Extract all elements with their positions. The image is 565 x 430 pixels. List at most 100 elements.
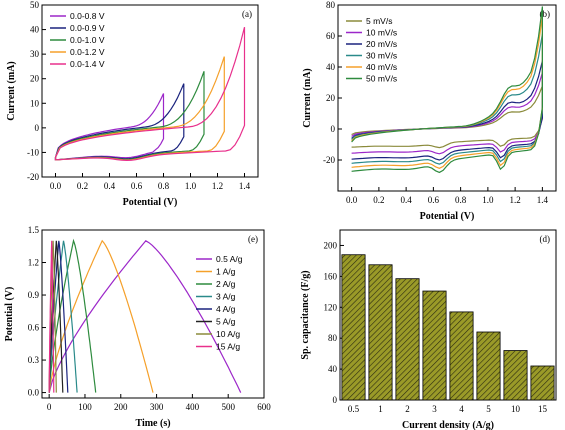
- x-tick-label: 0.6: [428, 195, 440, 205]
- y-tick-label: 60: [326, 31, 336, 41]
- legend-label: 0.0-0.8 V: [70, 11, 105, 21]
- series-line: [54, 56, 225, 161]
- legend-label: 4 A/g: [216, 304, 236, 314]
- x-axis-label: Potential (V): [123, 197, 178, 208]
- legend-label: 15 A/g: [216, 342, 240, 352]
- y-tick-label: 120: [324, 302, 338, 312]
- x-tick-label: 1.0: [482, 195, 494, 205]
- y-tick-label: 40: [30, 25, 40, 35]
- legend-label: 0.0-1.2 V: [70, 47, 105, 57]
- x-tick-label: 0.5: [348, 404, 360, 414]
- legend-label: 5 A/g: [216, 317, 236, 327]
- y-tick-label: -20: [27, 172, 39, 182]
- legend-label: 0.0-1.4 V: [70, 59, 105, 69]
- x-tick-label: 1: [378, 404, 383, 414]
- legend-label: 0.0-0.9 V: [70, 23, 105, 33]
- series-line: [48, 240, 55, 393]
- y-axis-label: Current (mA): [302, 68, 313, 128]
- x-tick-label: 0.4: [104, 181, 116, 191]
- legend-label: 30 mV/s: [366, 51, 397, 61]
- y-tick-label: 0.6: [28, 323, 40, 333]
- legend-label: 0.0-1.0 V: [70, 35, 105, 45]
- x-tick-label: 5: [486, 404, 491, 414]
- legend-label: 1 A/g: [216, 267, 236, 277]
- bar: [449, 311, 474, 401]
- y-tick-label: 20: [326, 93, 336, 103]
- y-tick-label: -20: [323, 155, 335, 165]
- x-tick-label: 1.0: [185, 181, 197, 191]
- x-axis-label: Potential (V): [420, 211, 475, 222]
- x-tick-label: 200: [114, 402, 128, 412]
- plot-frame: [41, 229, 265, 399]
- x-tick-label: 100: [78, 402, 92, 412]
- chart-panel-a: -20 -10 0 10 20 30 40 50 0.0 0.2 0.4 0.6 0.8 1.0 1.2 1.…: [6, 0, 259, 208]
- panel-label: (e): [248, 234, 258, 244]
- bar: [503, 350, 528, 401]
- y-axis-label: Sp. capacitance (F/g): [300, 270, 311, 359]
- x-tick-label: 10: [511, 404, 521, 414]
- legend-label: 10 A/g: [216, 329, 240, 339]
- x-tick-label: 1.4: [537, 195, 549, 205]
- plot-frame: [339, 229, 557, 401]
- y-tick-label: 1.2: [28, 258, 39, 268]
- series-line: [54, 83, 185, 161]
- y-tick-label: 200: [324, 240, 338, 250]
- x-tick-label: 1.2: [212, 181, 223, 191]
- x-tick-label: 400: [186, 402, 200, 412]
- y-tick-label: 160: [324, 271, 338, 281]
- legend-label: 5 mV/s: [366, 16, 392, 26]
- y-tick-label: 0.9: [28, 290, 40, 300]
- x-tick-label: 15: [538, 404, 548, 414]
- x-tick-label: 1.2: [510, 195, 521, 205]
- series-line: [48, 240, 69, 393]
- y-axis-label: Potential (V): [4, 287, 15, 342]
- y-tick-label: -10: [27, 147, 39, 157]
- legend-label: 3 A/g: [216, 292, 236, 302]
- y-tick-label: 40: [326, 62, 336, 72]
- chart-panel-d: 0 40 80 120 160 200 0.5 1 2 3 4 5 10 15 Current densit…: [300, 229, 557, 430]
- y-tick-label: 0.3: [28, 355, 40, 365]
- series-line: [48, 240, 78, 393]
- plot-frame: [41, 4, 259, 178]
- series-line: [48, 240, 64, 393]
- y-tick-label: 0: [331, 124, 336, 134]
- x-axis-label: Time (s): [135, 418, 170, 429]
- bar: [422, 290, 447, 401]
- x-tick-label: 0.0: [50, 181, 62, 191]
- y-tick-label: 40: [328, 364, 338, 374]
- y-tick-label: 0: [333, 395, 338, 405]
- x-tick-label: 1.4: [239, 181, 251, 191]
- x-tick-label: 0.4: [401, 195, 413, 205]
- x-tick-label: 500: [221, 402, 235, 412]
- y-tick-label: 1.5: [28, 225, 40, 235]
- series-line: [351, 6, 543, 174]
- bar: [368, 264, 393, 401]
- legend-label: 2 A/g: [216, 279, 236, 289]
- series-line: [351, 72, 543, 155]
- y-tick-label: 0: [35, 123, 40, 133]
- y-tick-label: 30: [30, 49, 40, 59]
- x-tick-label: 0.2: [77, 181, 88, 191]
- x-tick-label: 300: [150, 402, 164, 412]
- x-tick-label: 0: [47, 402, 52, 412]
- x-tick-label: 0.8: [455, 195, 467, 205]
- x-tick-label: 0.8: [158, 181, 170, 191]
- y-tick-label: 80: [328, 333, 338, 343]
- y-axis-label: Current (mA): [6, 61, 17, 121]
- y-tick-label: 80: [326, 0, 336, 10]
- series-line: [48, 239, 154, 393]
- series-line: [48, 238, 97, 393]
- y-tick-label: 20: [30, 74, 40, 84]
- legend-label: 50 mV/s: [366, 74, 397, 84]
- y-tick-label: 50: [30, 0, 40, 10]
- x-tick-label: 0.2: [373, 195, 384, 205]
- x-tick-label: 2: [405, 404, 410, 414]
- chart-panel-b: -20 0 20 40 60 80 0.0 0.2 0.4 0.6 0.8 1.0 1.2 1.4 Pote…: [302, 0, 557, 222]
- x-tick-label: 600: [257, 402, 271, 412]
- x-tick-label: 4: [459, 404, 464, 414]
- legend-label: 0.5 A/g: [216, 254, 243, 264]
- x-tick-label: 3: [432, 404, 437, 414]
- x-axis-label: Current density (A/g): [402, 420, 494, 430]
- bar: [395, 278, 420, 401]
